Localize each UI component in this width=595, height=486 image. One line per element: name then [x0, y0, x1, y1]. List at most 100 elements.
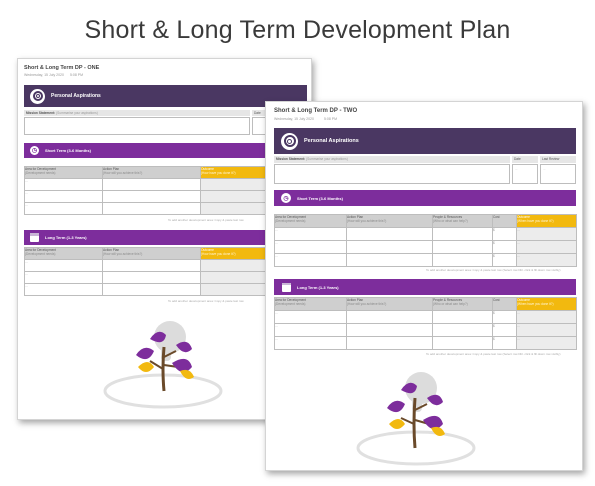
- col-area: Area for Development (Development needs): [274, 297, 347, 311]
- tree-illustration: [356, 372, 476, 466]
- col-cost: Cost: [492, 214, 517, 228]
- short-term-table: Area for Development (Development needs) …: [274, 214, 577, 267]
- add-row-note: To add another development area: Copy & …: [168, 299, 244, 303]
- tree-illustration: [103, 321, 223, 409]
- cost-cell[interactable]: $: [492, 240, 517, 254]
- add-row-note: To add another development area: Copy & …: [168, 218, 244, 222]
- mission-label-row: Mission Statement: (Summarise your aspir…: [24, 110, 250, 116]
- long-term-bar: Long Term (1-3 Years): [274, 279, 576, 295]
- table-cell[interactable]: ...: [274, 253, 347, 267]
- page-title: Short & Long Term Development Plan: [84, 16, 511, 44]
- long-term-label: Long Term (1-3 Years): [45, 235, 87, 240]
- clock-icon: ◷: [30, 146, 39, 155]
- aspirations-band: Personal Aspirations: [274, 128, 576, 154]
- aspirations-label: Personal Aspirations: [51, 93, 101, 99]
- short-term-bar: ◷ Short Term (3-6 Months): [274, 190, 576, 206]
- long-term-label: Long Term (1-3 Years): [297, 284, 339, 290]
- doc-title: Short & Long Term DP - TWO: [274, 108, 358, 114]
- table-cell[interactable]: [432, 336, 493, 350]
- calendar-icon: [30, 233, 39, 242]
- aspirations-label: Personal Aspirations: [304, 138, 359, 144]
- target-icon: [281, 132, 298, 150]
- add-row-note: To add another development area: Copy & …: [426, 268, 561, 272]
- table-cell[interactable]: ...: [516, 323, 577, 337]
- cost-cell[interactable]: $: [492, 253, 517, 267]
- table-cell[interactable]: ...: [516, 310, 577, 324]
- calendar-icon: [282, 282, 291, 292]
- table-cell[interactable]: [102, 202, 201, 215]
- table-cell[interactable]: ...: [24, 202, 103, 215]
- mission-label: Mission Statement:: [26, 111, 56, 115]
- table-cell[interactable]: [432, 253, 493, 267]
- table-cell[interactable]: [346, 323, 433, 337]
- table-cell[interactable]: [346, 227, 433, 241]
- last-review-input[interactable]: ...: [540, 164, 576, 184]
- short-term-label: Short Term (3-6 Months): [297, 195, 343, 201]
- mission-input[interactable]: [24, 117, 250, 135]
- clock-icon: ◷: [281, 193, 291, 203]
- table-cell[interactable]: ...: [516, 240, 577, 254]
- table-cell[interactable]: [102, 259, 201, 272]
- cost-cell[interactable]: $: [492, 323, 517, 337]
- table-cell[interactable]: [432, 310, 493, 324]
- col-action: Action Plan (How will you achieve this?): [346, 214, 433, 228]
- long-term-table: Area for Development (Development needs) …: [274, 297, 577, 350]
- table-cell[interactable]: [102, 190, 201, 203]
- table-cell[interactable]: ...: [274, 336, 347, 350]
- col-action: Action Plan (How will you achieve this?): [346, 297, 433, 311]
- table-cell[interactable]: [346, 310, 433, 324]
- table-cell[interactable]: ...: [516, 227, 577, 241]
- table-cell[interactable]: ...: [274, 310, 347, 324]
- table-cell[interactable]: ...: [24, 259, 103, 272]
- doc-date: Wednesday, 15 July 2020: [274, 117, 314, 121]
- col-outcome: Outcome (When have you done it?): [516, 297, 577, 311]
- table-cell[interactable]: ...: [24, 283, 103, 296]
- date-input[interactable]: ...: [512, 164, 538, 184]
- table-cell[interactable]: [432, 323, 493, 337]
- table-cell[interactable]: ...: [274, 227, 347, 241]
- mission-input[interactable]: [274, 164, 510, 184]
- target-icon: [30, 88, 45, 104]
- cost-cell[interactable]: $: [492, 336, 517, 350]
- table-cell[interactable]: ...: [24, 190, 103, 203]
- short-term-bar: ◷ Short Term (3-6 Months): [24, 143, 307, 158]
- col-area: Area for Development (Development needs): [24, 166, 103, 179]
- mission-label-row: Mission Statement: (Summarise your aspir…: [274, 156, 510, 163]
- table-cell[interactable]: ...: [516, 253, 577, 267]
- col-cost: Cost: [492, 297, 517, 311]
- table-cell[interactable]: [432, 227, 493, 241]
- long-term-bar: Long Term (1-3 Years): [24, 230, 307, 245]
- document-two: Short & Long Term DP - TWO Wednesday, 15…: [265, 101, 583, 471]
- doc-title: Short & Long Term DP - ONE: [24, 65, 100, 71]
- table-cell[interactable]: [102, 283, 201, 296]
- table-cell[interactable]: ...: [516, 336, 577, 350]
- table-cell[interactable]: [432, 240, 493, 254]
- col-people: People & Resources (Who or what can help?…: [432, 214, 493, 228]
- aspirations-band: Personal Aspirations: [24, 85, 307, 107]
- mission-label: Mission Statement:: [276, 157, 306, 161]
- table-cell[interactable]: [102, 271, 201, 284]
- table-cell[interactable]: [346, 336, 433, 350]
- table-cell[interactable]: [346, 240, 433, 254]
- col-action: Action Plan (How will you achieve this?): [102, 166, 201, 179]
- table-cell[interactable]: [102, 178, 201, 191]
- table-cell[interactable]: [346, 253, 433, 267]
- table-cell[interactable]: ...: [274, 240, 347, 254]
- table-cell[interactable]: ...: [24, 271, 103, 284]
- col-area: Area for Development (Development needs): [24, 247, 103, 260]
- add-row-note: To add another development area: Copy & …: [426, 352, 561, 356]
- table-cell[interactable]: ...: [274, 323, 347, 337]
- col-area: Area for Development (Development needs): [274, 214, 347, 228]
- cost-cell[interactable]: $: [492, 227, 517, 241]
- mission-hint: (Summarise your aspirations): [306, 157, 348, 161]
- col-action: Action Plan (How will you achieve this?): [102, 247, 201, 260]
- col-outcome: Outcome (When have you done it?): [516, 214, 577, 228]
- doc-time: 5:08 PM: [70, 73, 84, 77]
- last-review-label: Last Review: [540, 156, 576, 163]
- table-cell[interactable]: ...: [24, 178, 103, 191]
- cost-cell[interactable]: $: [492, 310, 517, 324]
- doc-date: Wednesday, 15 July 2020: [24, 73, 64, 77]
- col-people: People & Resources (Who or what can help?…: [432, 297, 493, 311]
- short-term-label: Short Term (3-6 Months): [45, 148, 91, 153]
- doc-time: 5:08 PM: [324, 117, 338, 121]
